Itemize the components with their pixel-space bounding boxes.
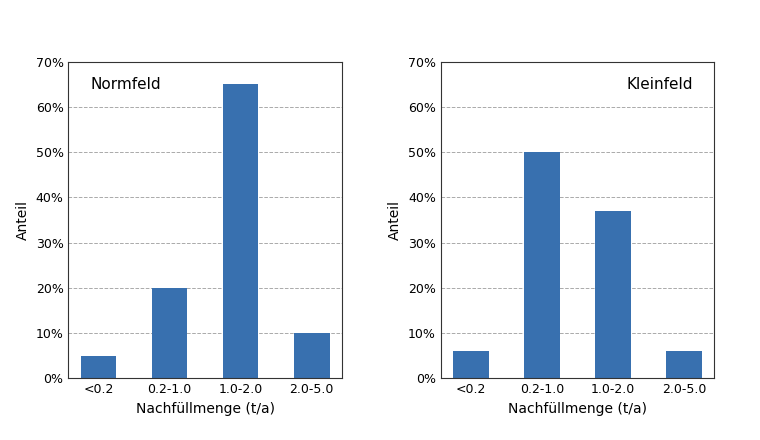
Bar [595, 211, 631, 378]
Y-axis label: Anteil: Anteil [388, 200, 402, 240]
X-axis label: Nachfüllmenge (t/a): Nachfüllmenge (t/a) [508, 402, 647, 416]
X-axis label: Nachfüllmenge (t/a): Nachfüllmenge (t/a) [136, 402, 274, 416]
Bar [223, 84, 258, 378]
Text: Normfeld: Normfeld [90, 77, 161, 92]
Bar [152, 288, 188, 378]
Bar [453, 351, 489, 378]
Bar [667, 351, 702, 378]
Bar [294, 333, 330, 378]
Text: Kleinfeld: Kleinfeld [626, 77, 692, 92]
Bar [524, 152, 560, 378]
Bar [81, 356, 116, 378]
Y-axis label: Anteil: Anteil [16, 200, 30, 240]
